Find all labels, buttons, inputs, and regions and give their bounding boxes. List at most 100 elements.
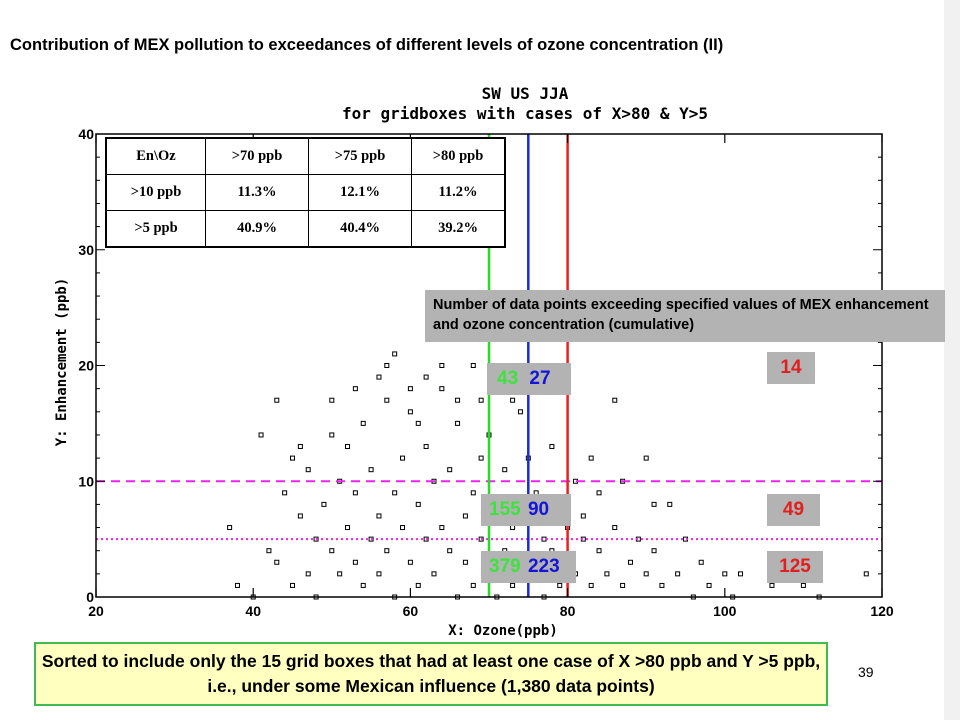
scatter-point <box>234 582 240 588</box>
scatter-point <box>384 397 390 403</box>
table-header-cell: En\Oz <box>105 137 206 175</box>
table-cell: 12.1% <box>308 174 412 211</box>
scatter-point <box>423 444 429 450</box>
scatter-point <box>415 501 421 507</box>
count-y15-x80: 14 <box>780 357 802 378</box>
scatter-point <box>329 432 335 438</box>
scatter-point <box>384 363 390 368</box>
scatter-point <box>588 455 594 461</box>
scatter-point <box>274 397 280 403</box>
scatter-point <box>329 397 335 403</box>
y-tick-label: 0 <box>86 589 94 605</box>
y-tick-label: 30 <box>78 242 94 258</box>
count-box-y5-x80: 125 <box>767 551 823 583</box>
scatter-point <box>431 571 437 577</box>
count-y15-x70: 43 <box>497 368 519 389</box>
table-cell: 11.3% <box>205 174 309 211</box>
scatter-point <box>470 490 476 496</box>
enhancement-table: En\Oz >70 ppb >75 ppb >80 ppb >10 ppb 11… <box>105 137 506 248</box>
scatter-point <box>738 571 744 577</box>
scatter-point <box>384 548 390 554</box>
count-box-y10-x70-x75: 155 90 <box>481 494 571 526</box>
table-header-cell: >70 ppb <box>205 137 309 175</box>
scatter-point <box>400 525 406 531</box>
scatter-point <box>510 397 516 403</box>
scatter-point <box>604 571 610 577</box>
slide-edge <box>944 0 960 720</box>
scatter-point <box>455 420 461 426</box>
scatter-point <box>478 536 484 542</box>
count-y10-x75: 90 <box>527 499 550 520</box>
table-cell: 40.4% <box>308 210 412 248</box>
scatter-point <box>620 582 626 588</box>
slide-title: Contribution of MEX pollution to exceeda… <box>10 36 724 54</box>
chart-title: SW US JJA <box>482 84 569 103</box>
scatter-point <box>643 571 649 577</box>
scatter-point <box>470 582 476 588</box>
scatter-point <box>462 559 468 565</box>
scatter-point <box>227 525 233 531</box>
x-tick-label: 80 <box>560 603 576 619</box>
table-row: >10 ppb 11.3% 12.1% 11.2% <box>105 174 506 211</box>
scatter-point <box>290 582 295 588</box>
y-axis-label: Y: Enhancement (ppb) <box>54 278 70 447</box>
scatter-point <box>415 420 421 426</box>
scatter-point <box>470 363 476 368</box>
scatter-point <box>258 432 264 438</box>
scatter-point <box>627 559 633 565</box>
scatter-point <box>651 548 657 554</box>
scatter-point <box>376 571 382 577</box>
scatter-point <box>352 559 358 565</box>
scatter-point <box>345 525 351 531</box>
scatter-point <box>400 455 406 461</box>
count-y15-x75: 27 <box>529 368 551 389</box>
scatter-point <box>698 559 704 565</box>
count-y10-x70: 155 <box>489 499 521 520</box>
scatter-point <box>305 571 311 577</box>
axis-ticks: 20 40 60 80 100 120 0 10 20 30 40 <box>78 126 893 619</box>
table-cell: >5 ppb <box>105 210 206 248</box>
scatter-point <box>297 444 303 450</box>
scatter-point <box>392 351 398 357</box>
scatter-point <box>651 501 657 507</box>
scatter-point <box>643 455 649 461</box>
scatter-point <box>415 582 421 588</box>
count-y5-x80: 125 <box>779 556 811 577</box>
scatter-point <box>274 559 280 565</box>
caption-box: Sorted to include only the 15 grid boxes… <box>34 642 828 706</box>
count-y5-x75: 223 <box>527 556 560 577</box>
scatter-point <box>722 571 728 577</box>
scatter-point <box>313 536 319 542</box>
scatter-point <box>321 501 327 507</box>
x-tick-label: 60 <box>403 603 419 619</box>
scatter-point <box>423 536 429 542</box>
scatter-point <box>360 420 366 426</box>
y-tick-label: 20 <box>78 358 94 374</box>
count-y10-x80: 49 <box>782 499 805 520</box>
count-y5-x70: 379 <box>489 556 521 577</box>
scatter-point <box>352 386 358 392</box>
scatter-point <box>557 582 563 588</box>
scatter-point <box>863 571 869 577</box>
table-cell: 11.2% <box>411 174 506 211</box>
scatter-point <box>447 467 453 473</box>
scatter-point <box>549 444 555 450</box>
x-tick-label: 40 <box>245 603 261 619</box>
scatter-point <box>455 397 461 403</box>
table-header-cell: >80 ppb <box>411 137 506 175</box>
scatter-point <box>423 374 429 380</box>
scatter-point <box>282 490 288 496</box>
table-header-cell: >75 ppb <box>308 137 412 175</box>
scatter-point <box>800 582 806 588</box>
scatter-point <box>368 467 374 473</box>
scatter-point <box>659 582 665 588</box>
scatter-point <box>596 490 602 496</box>
scatter-point <box>588 582 594 588</box>
scatter-point <box>580 513 586 519</box>
scatter-point <box>376 374 382 380</box>
count-box-y15-x70-x75: 43 27 <box>487 363 571 395</box>
count-box-y5-x70-x75: 379 223 <box>481 551 576 583</box>
x-tick-label: 100 <box>713 603 737 619</box>
scatter-point <box>439 525 445 531</box>
scatter-point <box>478 455 484 461</box>
